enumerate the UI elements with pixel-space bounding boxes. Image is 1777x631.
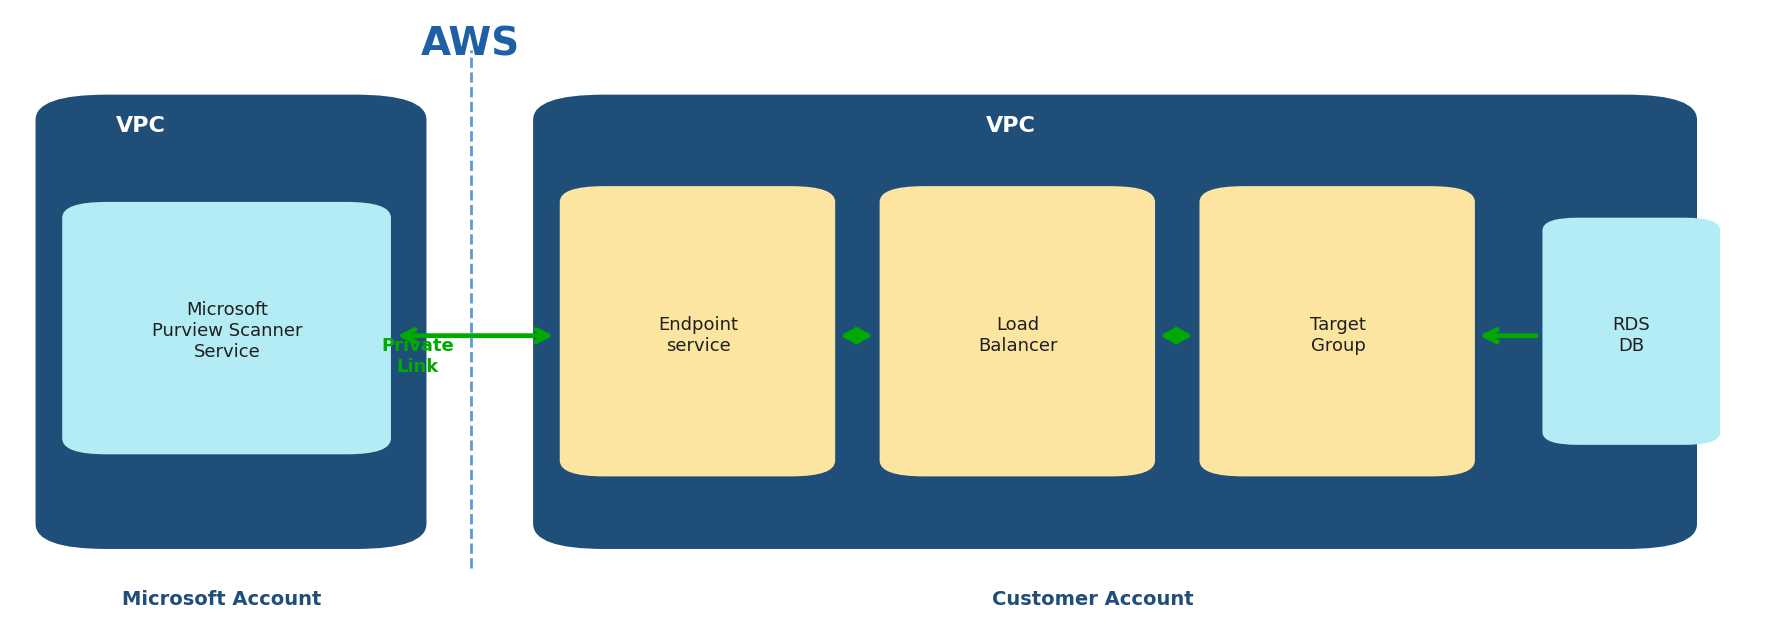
FancyBboxPatch shape — [1199, 186, 1475, 476]
Text: Microsoft Account: Microsoft Account — [123, 590, 322, 609]
Text: Microsoft
Purview Scanner
Service: Microsoft Purview Scanner Service — [153, 302, 302, 361]
Text: AWS: AWS — [421, 25, 521, 63]
Text: Target
Group: Target Group — [1310, 316, 1367, 355]
FancyBboxPatch shape — [62, 202, 391, 454]
FancyBboxPatch shape — [1542, 218, 1720, 445]
Text: Private
Link: Private Link — [382, 337, 453, 376]
Text: Customer Account: Customer Account — [992, 590, 1194, 609]
Text: VPC: VPC — [116, 116, 165, 136]
Text: VPC: VPC — [986, 116, 1036, 136]
FancyBboxPatch shape — [533, 95, 1697, 549]
Text: Load
Balancer: Load Balancer — [979, 316, 1057, 355]
FancyBboxPatch shape — [560, 186, 835, 476]
FancyBboxPatch shape — [880, 186, 1155, 476]
Text: Endpoint
service: Endpoint service — [657, 316, 739, 355]
Text: RDS
DB: RDS DB — [1612, 316, 1651, 355]
FancyBboxPatch shape — [36, 95, 426, 549]
